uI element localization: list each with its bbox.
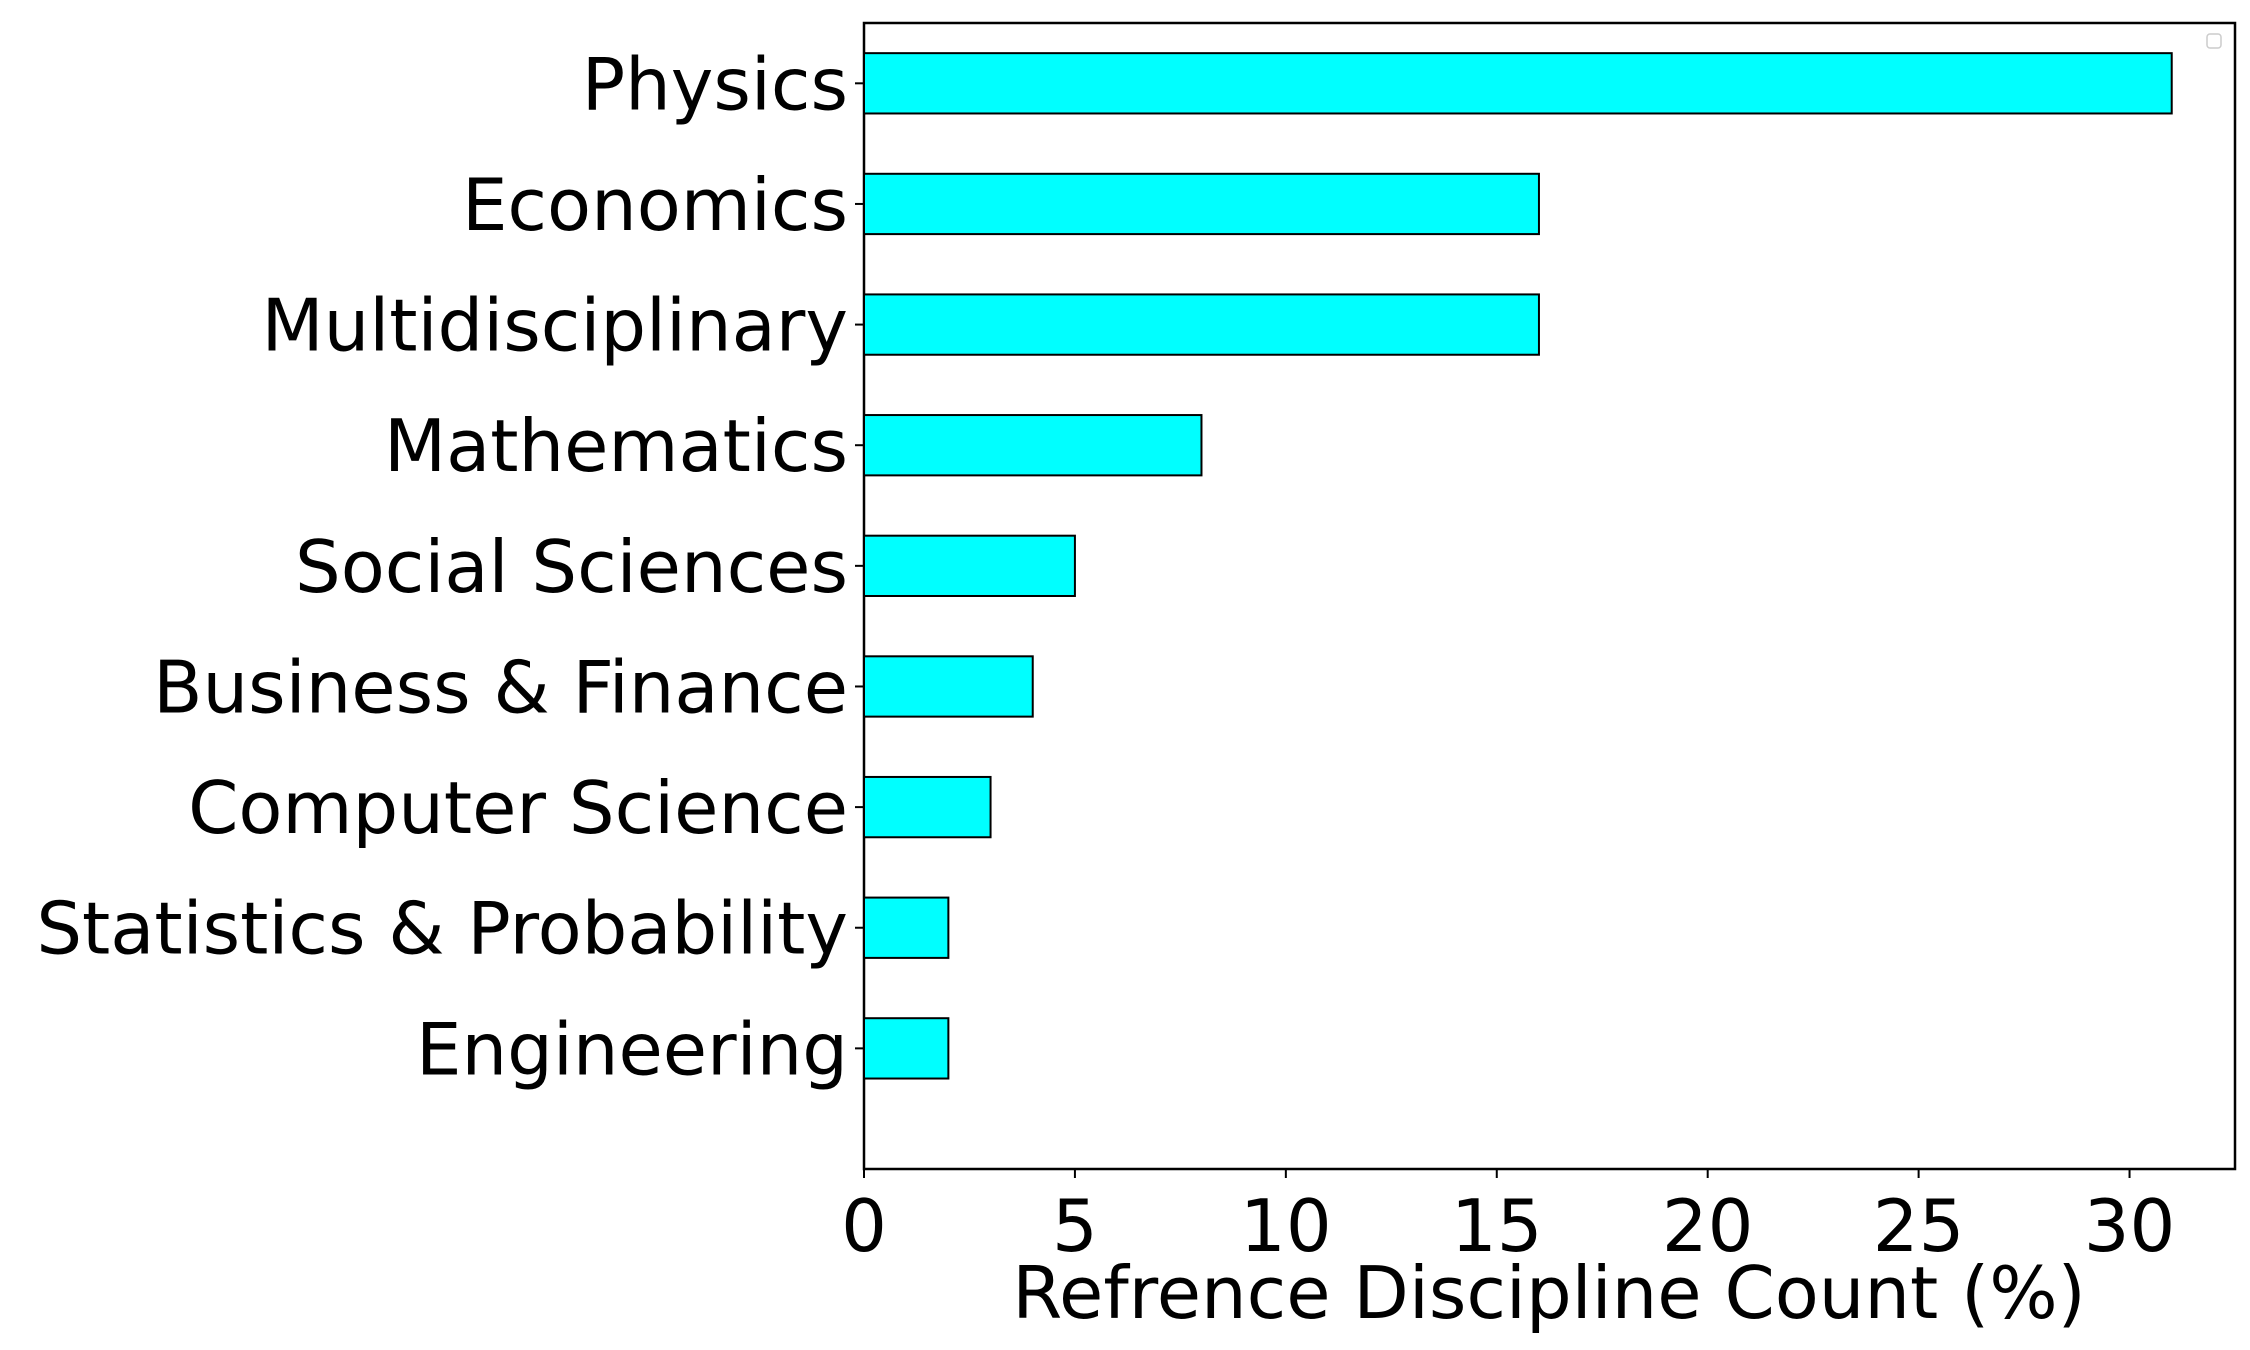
category-label: Business & Finance: [153, 645, 848, 729]
x-tick-label: 15: [1451, 1184, 1543, 1268]
x-tick-label: 10: [1240, 1184, 1332, 1268]
bars-group: [863, 52, 2173, 1080]
category-label: Economics: [462, 163, 848, 247]
x-tick-label: 30: [2084, 1184, 2176, 1268]
bar-social-sciences: [863, 534, 1076, 597]
bar-engineering: [863, 1017, 950, 1080]
bar-computer-science: [863, 775, 992, 839]
category-label: Statistics & Probability: [36, 887, 848, 971]
x-tick-label: 0: [841, 1184, 887, 1268]
bar-multidisciplinary: [863, 293, 1540, 356]
category-label: Multidisciplinary: [262, 284, 848, 368]
category-label: Computer Science: [188, 766, 848, 850]
category-label: Engineering: [416, 1007, 848, 1091]
category-label: Physics: [582, 42, 848, 126]
x-tick-label: 20: [1662, 1184, 1754, 1268]
bar-physics: [863, 52, 2173, 115]
category-label: Social Sciences: [295, 525, 848, 609]
x-axis-ticks: 0 5 10 15 20 25 30: [841, 1169, 2175, 1268]
x-tick-label: 5: [1052, 1184, 1098, 1268]
category-label: Mathematics: [384, 404, 848, 488]
bar-statistics-probability: [863, 896, 950, 959]
category-labels: Physics Economics Multidisciplinary Mathema…: [36, 42, 864, 1091]
x-axis-title: Refrence Discipline Count (%): [1012, 1251, 2086, 1335]
x-tick-label: 25: [1873, 1184, 1965, 1268]
bar-mathematics: [863, 414, 1203, 477]
bar-economics: [863, 172, 1540, 236]
legend-box: [2206, 33, 2222, 49]
bar-business-finance: [863, 655, 1034, 718]
